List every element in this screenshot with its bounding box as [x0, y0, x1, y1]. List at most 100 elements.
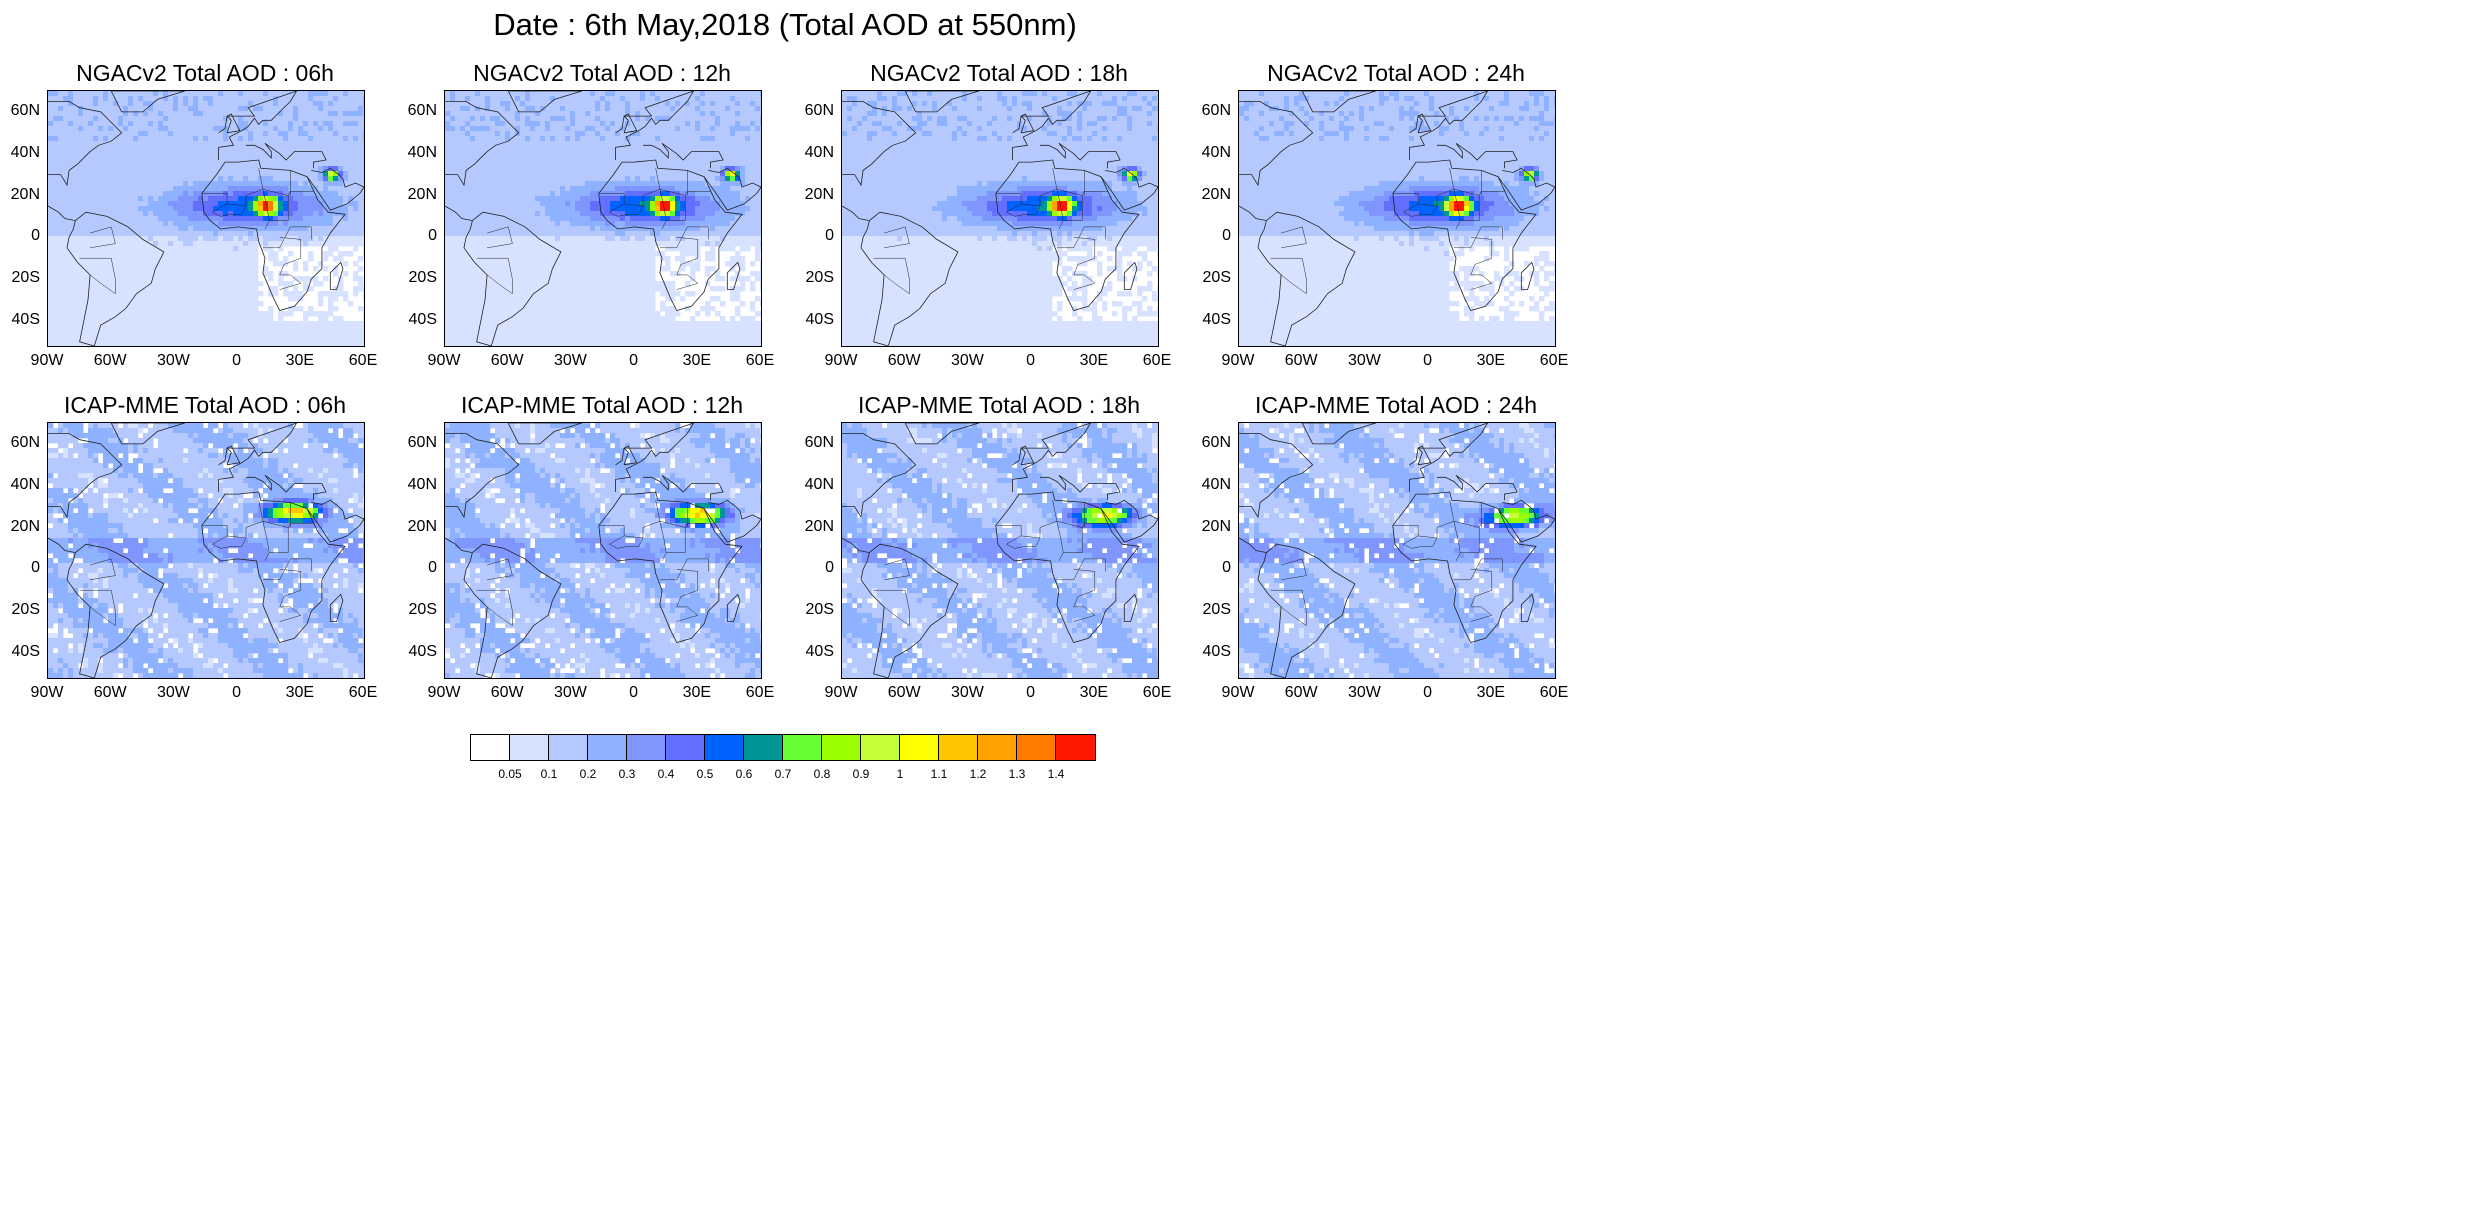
aod-cell: [610, 171, 616, 177]
aod-cell: [760, 101, 761, 107]
aod-cell: [343, 156, 349, 162]
aod-cell: [550, 116, 556, 122]
aod-cell: [68, 106, 74, 112]
aod-cell: [163, 111, 169, 117]
aod-cell: [490, 171, 496, 177]
aod-cell: [338, 286, 344, 292]
aod-cell: [585, 216, 591, 222]
aod-cell: [445, 196, 451, 202]
aod-cell: [98, 121, 104, 127]
aod-cell: [228, 151, 234, 157]
aod-cell: [123, 116, 129, 122]
aod-cell: [233, 306, 239, 312]
aod-cell: [645, 146, 651, 152]
aod-cell: [745, 206, 751, 212]
aod-cell: [283, 211, 289, 217]
aod-cell: [73, 296, 79, 302]
aod-cell: [213, 271, 219, 277]
aod-cell: [510, 146, 516, 152]
aod-cell: [485, 101, 491, 107]
aod-cell: [490, 131, 496, 137]
aod-cell: [183, 286, 189, 292]
aod-cell: [470, 111, 476, 117]
aod-cell: [168, 311, 174, 317]
aod-cell: [208, 166, 214, 172]
aod-cell: [238, 196, 244, 202]
aod-cell: [58, 181, 64, 187]
aod-cell: [610, 121, 616, 127]
aod-cell: [695, 221, 701, 227]
aod-cell: [670, 136, 676, 142]
aod-cell: [273, 116, 279, 122]
aod-cell: [520, 221, 526, 227]
aod-cell: [218, 216, 224, 222]
aod-cell: [445, 146, 451, 152]
aod-cell: [58, 271, 64, 277]
aod-cell: [163, 206, 169, 212]
aod-cell: [173, 96, 179, 102]
aod-cell: [193, 96, 199, 102]
aod-cell: [178, 301, 184, 307]
aod-cell: [198, 341, 204, 346]
aod-cell: [565, 111, 571, 117]
aod-cell: [243, 271, 249, 277]
aod-cell: [313, 181, 319, 187]
aod-cell: [495, 96, 501, 102]
aod-cell: [495, 181, 501, 187]
aod-cell: [615, 186, 621, 192]
aod-cell: [690, 131, 696, 137]
aod-cell: [580, 236, 586, 242]
aod-cell: [288, 131, 294, 137]
aod-cell: [168, 226, 174, 232]
aod-cell: [445, 161, 451, 167]
aod-cell: [83, 126, 89, 132]
aod-cell: [690, 171, 696, 177]
aod-cell: [173, 166, 179, 172]
aod-cell: [248, 281, 254, 287]
aod-cell: [620, 196, 626, 202]
aod-cell: [143, 201, 149, 207]
aod-cell: [710, 106, 716, 112]
aod-cell: [455, 216, 461, 222]
aod-cell: [108, 91, 114, 97]
aod-cell: [455, 111, 461, 117]
aod-cell: [278, 311, 284, 317]
aod-cell: [750, 221, 756, 227]
aod-cell: [228, 341, 234, 346]
aod-cell: [83, 271, 89, 277]
aod-cell: [615, 216, 621, 222]
aod-cell: [630, 101, 636, 107]
aod-cell: [475, 206, 481, 212]
aod-cell: [450, 151, 456, 157]
aod-cell: [550, 226, 556, 232]
aod-cell: [73, 166, 79, 172]
aod-cell: [288, 101, 294, 107]
aod-cell: [218, 336, 224, 342]
aod-cell: [505, 91, 511, 97]
aod-cell: [585, 111, 591, 117]
aod-cell: [363, 311, 364, 317]
aod-cell: [148, 301, 154, 307]
aod-cell: [83, 201, 89, 207]
aod-cell: [178, 116, 184, 122]
aod-cell: [178, 126, 184, 132]
aod-cell: [113, 111, 119, 117]
aod-cell: [68, 101, 74, 107]
aod-cell: [555, 171, 561, 177]
aod-cell: [58, 131, 64, 137]
aod-cell: [660, 121, 666, 127]
aod-cell: [113, 341, 119, 346]
aod-cell: [248, 306, 254, 312]
aod-cell: [253, 156, 259, 162]
aod-cell: [248, 156, 254, 162]
aod-cell: [333, 131, 339, 137]
aod-cell: [213, 246, 219, 252]
aod-cell: [88, 331, 94, 337]
aod-cell: [455, 226, 461, 232]
aod-cell: [455, 171, 461, 177]
aod-cell: [168, 126, 174, 132]
aod-cell: [148, 251, 154, 257]
aod-cell: [188, 331, 194, 337]
aod-cell: [123, 206, 129, 212]
aod-cell: [68, 236, 74, 242]
